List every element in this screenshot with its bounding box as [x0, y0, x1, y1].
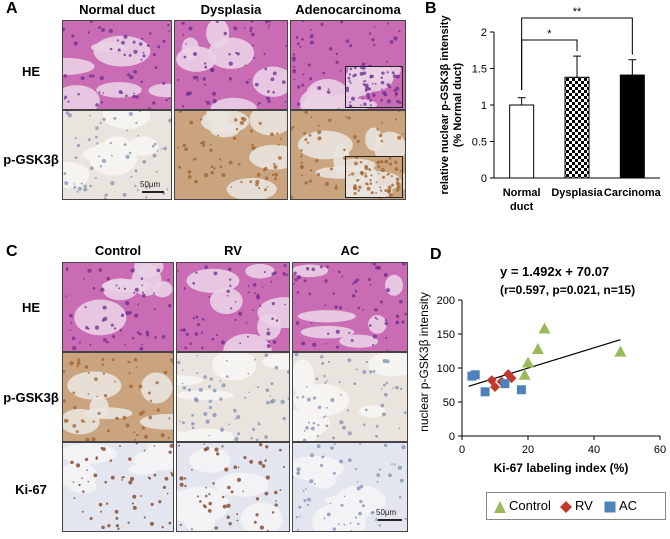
point-rv-1: [490, 382, 500, 393]
panel-a-col-dysplasia: Dysplasia: [200, 2, 262, 17]
x-tick-label-d: 40: [588, 444, 600, 456]
y-tick-label-b: 0: [481, 173, 487, 185]
x-tick-label-d: 60: [654, 444, 666, 456]
point-control-3: [538, 322, 551, 334]
inset-a-pgsk: [345, 156, 403, 198]
inset-a-he: [345, 66, 403, 108]
significance-bracket-1: [521, 17, 633, 91]
x-tick-label-b-1: Dysplasia: [551, 187, 603, 199]
y-tick-label-b: 1.5: [472, 64, 487, 76]
panel-c-row-ki67: Ki-67: [15, 482, 47, 497]
y-axis-label-d: nuclear p-GSK3β intensity: [417, 292, 431, 432]
significance-label-0: *: [547, 28, 552, 40]
micrograph-a-pgsk-normal: [62, 110, 172, 200]
panel-a-row-he: HE: [21, 64, 41, 79]
x-tick-label-b-0: Normal duct: [503, 187, 541, 213]
scatter-chart-d: 0 50 100 150 200 0 20 40 60 Ki-67 labeling index …: [417, 264, 666, 475]
legend-triangle-icon: [494, 501, 506, 513]
panel-c-col-ac: AC: [340, 243, 360, 258]
micrograph-a-he-normal: [62, 20, 172, 110]
micrograph-c-he-ac: [292, 262, 408, 352]
panel-a-col-normal-duct: Normal duct: [79, 2, 155, 17]
x-tick-label-d: 0: [459, 444, 465, 456]
significance-label-1: **: [573, 6, 582, 18]
panel-c-col-rv: RV: [224, 243, 242, 258]
micrograph-a-he-dysplasia: [174, 20, 288, 110]
scale-bar-line-a: [142, 191, 164, 193]
y-tick-label-d: 100: [437, 363, 455, 375]
micrograph-a-pgsk-dysplasia: [174, 110, 288, 200]
legend-square-icon: [604, 501, 616, 513]
y-tick-label-d: 0: [449, 431, 455, 443]
bar-2: [619, 74, 645, 179]
point-control-1: [522, 356, 534, 368]
panel-a-row-pgsk3b: p-GSK3β: [3, 152, 59, 167]
point-rv-3: [503, 369, 514, 380]
panel-c-row-pgsk3b: p-GSK3β: [3, 390, 59, 405]
bar-0: [509, 104, 535, 179]
panel-a-col-adenocarcinoma: Adenocarcinoma: [295, 2, 401, 17]
point-ac-3: [500, 379, 510, 389]
micrograph-c-ki67-ac: [292, 442, 408, 532]
panel-d-label: D: [430, 246, 442, 263]
point-ac-1: [470, 370, 480, 380]
point-rv-4: [506, 373, 517, 384]
legend-label-control: Control: [509, 498, 551, 513]
bar-1: [564, 76, 590, 179]
x-tick-label-b-2: Carcinoma: [604, 187, 662, 199]
y-axis-label-b: relative nuclear p-GSK3β intensity(% Nor…: [439, 15, 464, 195]
legend-d: Control RV AC: [486, 492, 666, 520]
point-control-2: [531, 342, 544, 354]
micrograph-c-he-rv: [176, 262, 290, 352]
micrograph-c-pgsk-rv: [176, 352, 290, 442]
scale-bar-c: 50μm: [376, 508, 397, 517]
legend-diamond-icon: [560, 501, 572, 513]
legend-label-rv: RV: [575, 498, 593, 513]
x-axis-label-d: Ki-67 labeling index (%): [494, 461, 629, 475]
bar-chart-b: 0 0.5 1 1.5 2 relative nuclear p-GSK3β intens…: [439, 6, 662, 213]
point-ac-2: [480, 387, 490, 397]
panel-c-label: C: [6, 243, 18, 260]
panel-c-col-control: Control: [94, 243, 142, 258]
point-control-4: [614, 345, 627, 357]
scale-bar-line-c: [378, 519, 402, 521]
y-tick-label-b: 2: [481, 27, 487, 39]
panel-a-label: A: [6, 0, 18, 17]
micrograph-c-ki67-rv: [176, 442, 290, 532]
x-tick-label-d: 20: [522, 444, 534, 456]
micrograph-a-pgsk-adenocarcinoma: [290, 110, 406, 200]
micrograph-c-he-control: [62, 262, 174, 352]
point-control-0: [518, 368, 531, 380]
y-tick-label-d: 200: [437, 295, 455, 307]
y-tick-label-d: 50: [443, 397, 455, 409]
scale-bar-a: 50μm: [140, 180, 161, 189]
regression-stats: (r=0.597, p=0.021, n=15): [500, 283, 635, 297]
regression-equation: y = 1.492x + 70.07: [500, 264, 609, 279]
panel-b-label: B: [425, 0, 437, 17]
micrograph-c-pgsk-ac: [292, 352, 408, 442]
point-rv-0: [486, 375, 497, 386]
y-tick-label-d: 150: [437, 329, 455, 341]
micrograph-c-pgsk-control: [62, 352, 174, 442]
legend-label-ac: AC: [619, 498, 638, 513]
point-ac-4: [516, 385, 526, 395]
micrograph-c-ki67-control: [62, 442, 174, 532]
y-tick-label-b: 1: [481, 100, 487, 112]
panel-c-row-he: HE: [21, 300, 41, 315]
y-tick-label-b: 0.5: [472, 137, 487, 149]
